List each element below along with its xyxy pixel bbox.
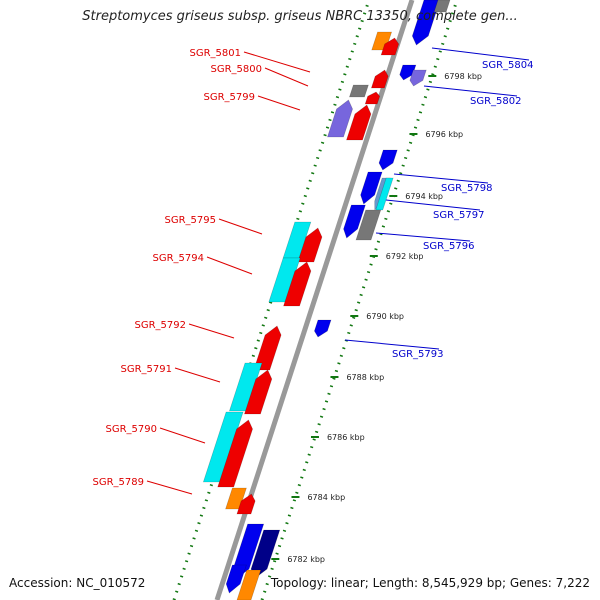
gene-label-forward: SGR_5795: [165, 215, 217, 226]
gene-arrow-sgr-5796: [343, 204, 366, 239]
scale-tick-label: 6792 kbp: [386, 252, 424, 261]
gene-arrow-sgr-5789: [236, 493, 256, 515]
gene-label-leader: [264, 67, 309, 87]
gene-arrow-bottom-2: [250, 529, 281, 579]
scale-tick-label: 6786 kbp: [327, 433, 365, 442]
scale-tick-label: 6782 kbp: [287, 555, 325, 564]
scale-tick-label: 6798 kbp: [444, 72, 482, 81]
gene-block-sgr-5794: [268, 257, 301, 303]
gene-label-forward: SGR_5794: [153, 253, 205, 264]
scale-tick-label: 6794 kbp: [405, 192, 443, 201]
gene-arrow-bottom-3: [225, 564, 247, 594]
gene-arrow-sgr-5790: [217, 419, 253, 488]
gene-label-leader: [393, 173, 489, 184]
gene-label-forward: SGR_5791: [121, 364, 173, 375]
gene-label-reverse: SGR_5793: [392, 349, 444, 360]
scale-tick-label: 6788 kbp: [346, 373, 384, 382]
gene-arrow-sgr-5802: [409, 69, 427, 87]
gene-arrow-sgr-5799: [327, 99, 353, 138]
gene-label-reverse: SGR_5804: [482, 60, 534, 71]
gene-label-leader: [257, 95, 301, 111]
gene-block-sgr-5791: [229, 362, 263, 412]
gene-label-leader: [188, 323, 235, 339]
scale-tick-label: 6784 kbp: [307, 493, 345, 502]
gene-label-forward: SGR_5789: [93, 477, 145, 488]
gene-label-leader: [344, 339, 440, 350]
right-guide-line: [260, 0, 459, 600]
gene-label-reverse: SGR_5798: [441, 183, 493, 194]
gene-block-bottom: [236, 569, 262, 600]
gene-arrow-sgr-5797: [360, 171, 383, 205]
gene-arrow-sgr-5792: [253, 325, 282, 371]
gene-block-top-grey: [433, 0, 451, 13]
gene-arrow-sgr-5801: [380, 37, 400, 56]
gene-label-reverse: SGR_5802: [470, 96, 522, 107]
gene-arrow-sgr-5794: [283, 261, 312, 307]
gene-block-sgr-5790: [202, 411, 244, 483]
gene-arrow-top-blue: [411, 0, 441, 46]
gene-label-forward: SGR_5800: [211, 64, 263, 75]
gene-arrow-sgr-5793: [314, 319, 332, 338]
gene-label-reverse: SGR_5796: [423, 241, 475, 252]
gene-label-forward: SGR_5790: [106, 424, 158, 435]
gene-arrow-sgr-5798: [378, 149, 398, 171]
gene-label-leader: [146, 480, 193, 495]
genome-summary: Topology: linear; Length: 8,545,929 bp; …: [270, 576, 590, 590]
gene-label-leader: [206, 256, 253, 275]
gene-arrow-sgr-5799b: [346, 104, 372, 141]
gene-label-leader: [159, 427, 206, 444]
gene-arrow-sgr-5804: [399, 64, 417, 81]
scale-tick-label: 6796 kbp: [425, 130, 463, 139]
scale-tick-label: 6790 kbp: [366, 312, 404, 321]
gene-arrow-sgr-5795: [297, 227, 323, 263]
gene-label-leader: [423, 85, 518, 97]
gene-block-sgr-5796: [355, 209, 382, 241]
gene-label-leader: [375, 232, 471, 242]
gene-label-leader: [243, 51, 311, 73]
gene-label-leader: [431, 47, 530, 61]
accession-label: Accession: NC_010572: [9, 576, 146, 590]
gene-arrow-small: [364, 91, 381, 105]
gene-block-grey: [349, 84, 369, 98]
gene-arrow-sgr-5791: [244, 369, 273, 415]
gene-label-leader: [385, 199, 481, 211]
gene-label-forward: SGR_5792: [135, 320, 187, 331]
gene-label-reverse: SGR_5797: [433, 210, 485, 221]
gene-label-forward: SGR_5801: [190, 48, 242, 59]
left-guide-line: [172, 0, 371, 600]
gene-label-forward: SGR_5799: [204, 92, 256, 103]
gene-arrow-sgr-5800: [370, 69, 389, 89]
map-title: Streptomyces griseus subsp. griseus NBRC…: [82, 9, 518, 24]
gene-label-leader: [174, 367, 221, 383]
gene-label-leader: [218, 218, 263, 235]
